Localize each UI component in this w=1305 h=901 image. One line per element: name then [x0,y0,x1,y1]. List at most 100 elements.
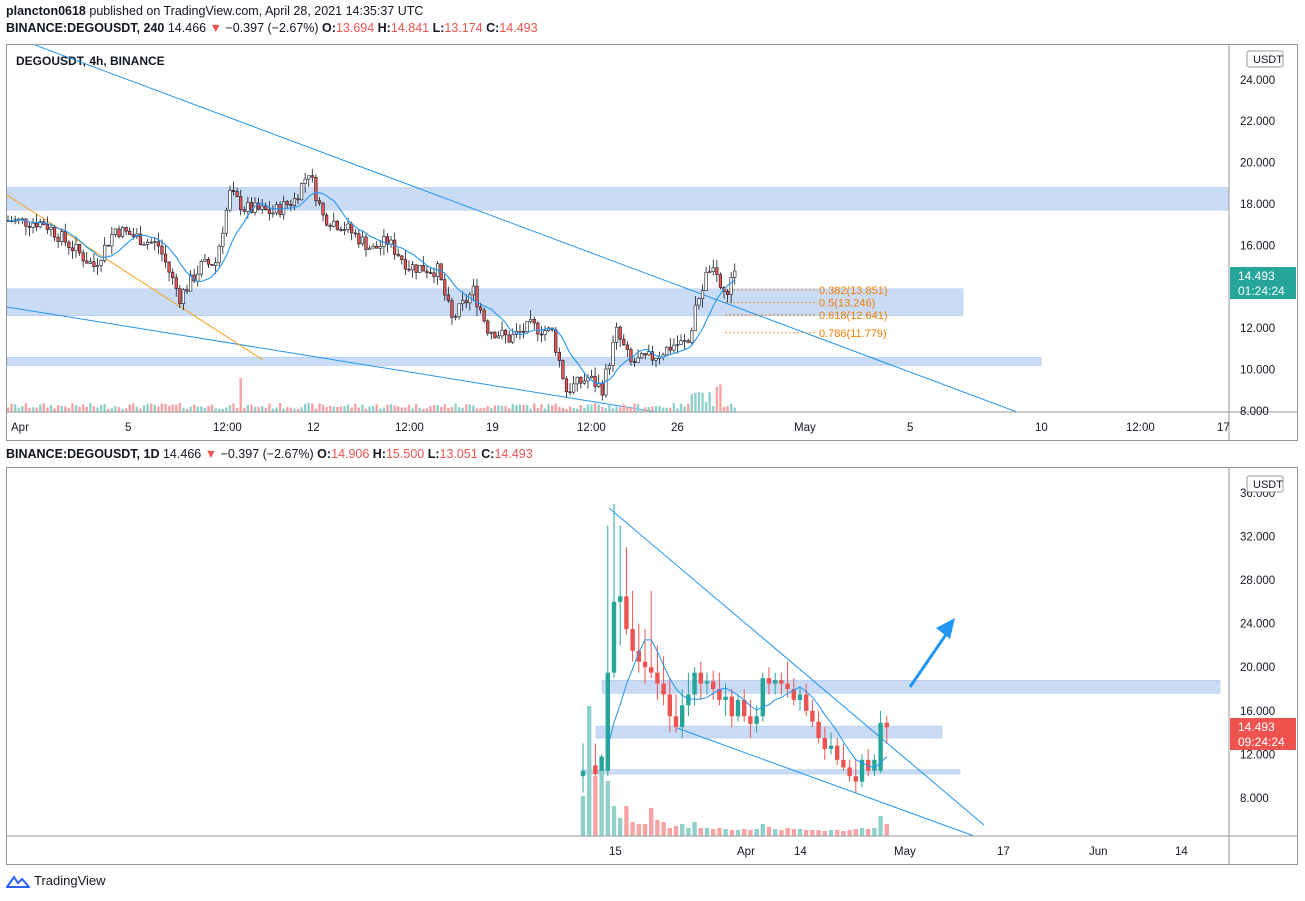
candle-body [249,202,254,213]
candle-body [835,745,840,760]
volume-bar [630,822,635,836]
candle-body [529,318,533,322]
candle-body [754,716,759,724]
volume-bar [329,405,332,412]
volume-bar [425,408,429,412]
candle-body [124,227,128,232]
volume-bar [239,378,242,412]
chart-pane-4h[interactable]: DEGOUSDT, 4h, BINANCE 0.382(13.851) 0.5(13… [6,44,1298,441]
volume-bar [282,408,285,412]
volume-bar [389,404,393,412]
price-tick-label: 8.000 [1240,793,1269,805]
volume-bar [568,406,572,412]
pane2-c-label: C: [481,447,495,461]
candle-body [70,247,75,252]
candle-body [532,318,536,324]
pane2-l-label: L: [427,447,440,461]
candle-body [589,375,594,379]
candle-body [203,259,207,262]
fib-level-label: 0.382(13.851) [819,285,888,297]
candle-body [231,189,236,192]
candle-body [489,331,493,334]
volume-bar [300,407,303,412]
candle-body [210,263,214,266]
volume-bar [325,407,328,412]
volume-bar [243,408,246,412]
orange-trendline [6,194,264,361]
volume-bar [56,405,60,412]
fib-level-label: 0.618(12.641) [819,310,888,322]
volume-bar [171,404,174,412]
volume-bar [407,404,411,412]
candle-body [31,222,35,228]
volume-bar [785,828,790,836]
candle-body [260,205,264,210]
pane2-header: BINANCE:DEGOUSDT, 1D 14.466 ▼ −0.397 (−2… [6,447,533,461]
volume-bar [500,405,504,412]
candle-body [303,178,307,184]
volume-bar [200,406,203,412]
candle-body [711,267,715,272]
candle-body [117,228,121,237]
volume-bar [257,406,260,412]
candle-body [471,285,476,296]
footer-brand[interactable]: TradingView [34,873,106,888]
price-tick-label: 8.000 [1240,406,1269,418]
candle-body [543,330,547,336]
volume-bar [608,404,611,412]
candle-body [690,330,694,343]
volume-bar [723,829,728,836]
volume-bar [160,403,164,412]
volume-bar [515,405,518,412]
volume-bar [661,822,666,836]
pane1-symbol[interactable]: BINANCE:DEGOUSDT, 240 [6,21,165,35]
volume-bar [597,404,600,412]
volume-bar [96,407,99,412]
volume-bar [633,403,636,412]
chart-4h-svg[interactable]: DEGOUSDT, 4h, BINANCE 0.382(13.851)0.5(13… [6,44,1297,440]
volume-bar [665,407,668,412]
chart-1d-svg[interactable]: 36.00032.00028.00024.00020.00016.00012.0… [7,468,1297,864]
candle-body [779,680,784,684]
volume-bar [400,407,403,412]
time-tick-label: May [794,422,816,434]
candle-body [791,689,796,700]
time-tick-label: 12:00 [213,422,242,434]
volume-bar [754,829,759,836]
candle-body [841,759,846,768]
candle-body [181,289,186,304]
volume-bar [124,408,128,412]
volume-bar [361,404,364,412]
candle-body [482,309,486,322]
candle-body [217,245,221,263]
volume-bar [103,404,106,412]
candle-body [60,231,64,242]
candle-body [672,344,676,351]
time-tick-label: 12 [307,422,320,434]
volume-bar [590,404,593,412]
price-tag [1230,267,1296,299]
time-tick-label: 19 [486,422,499,434]
candle-body [353,232,357,235]
pane2-h-label: H: [372,447,386,461]
price-tag-value: 14.493 [1238,269,1275,283]
price-tag-countdown: 09:24:24 [1238,735,1285,749]
volume-bar [286,407,289,412]
candle-body [299,183,304,201]
volume-bar [346,404,350,412]
volume-bar [92,406,96,412]
volume-bar [726,406,729,412]
lower-trendline [676,727,975,837]
candle-body [572,383,576,393]
volume-bar [618,407,622,412]
publisher-user[interactable]: plancton0618 [6,4,86,18]
chart-pane-1d[interactable]: 36.000 32.000 28.000 24.000 20.000 16.000 12.0… [6,467,1298,865]
volume-bar [878,816,883,836]
pane2-symbol[interactable]: BINANCE:DEGOUSDT, 1D [6,447,160,461]
time-tick-label: 14 [794,846,807,858]
volume-bar [543,408,547,412]
volume-bar [343,405,346,412]
candle-body [410,264,415,271]
volume-bar [715,387,719,412]
volume-bar [49,405,53,412]
